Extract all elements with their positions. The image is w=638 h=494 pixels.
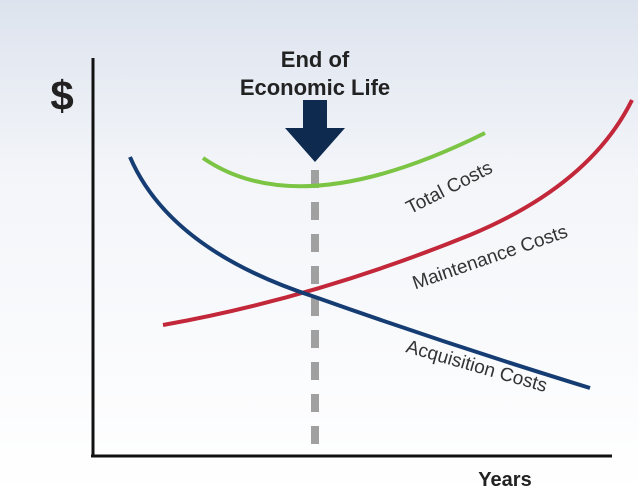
- marker-arrow: [285, 100, 345, 162]
- maintenance-costs-curve: [162, 99, 634, 327]
- marker-label: Economic Life: [240, 75, 390, 100]
- total-costs-curve: [201, 131, 486, 189]
- acquisition-costs-curve: [128, 156, 591, 390]
- marker-label: End of: [281, 47, 350, 72]
- x-axis-label: Years: [478, 469, 531, 491]
- y-axis-label: $: [50, 72, 73, 119]
